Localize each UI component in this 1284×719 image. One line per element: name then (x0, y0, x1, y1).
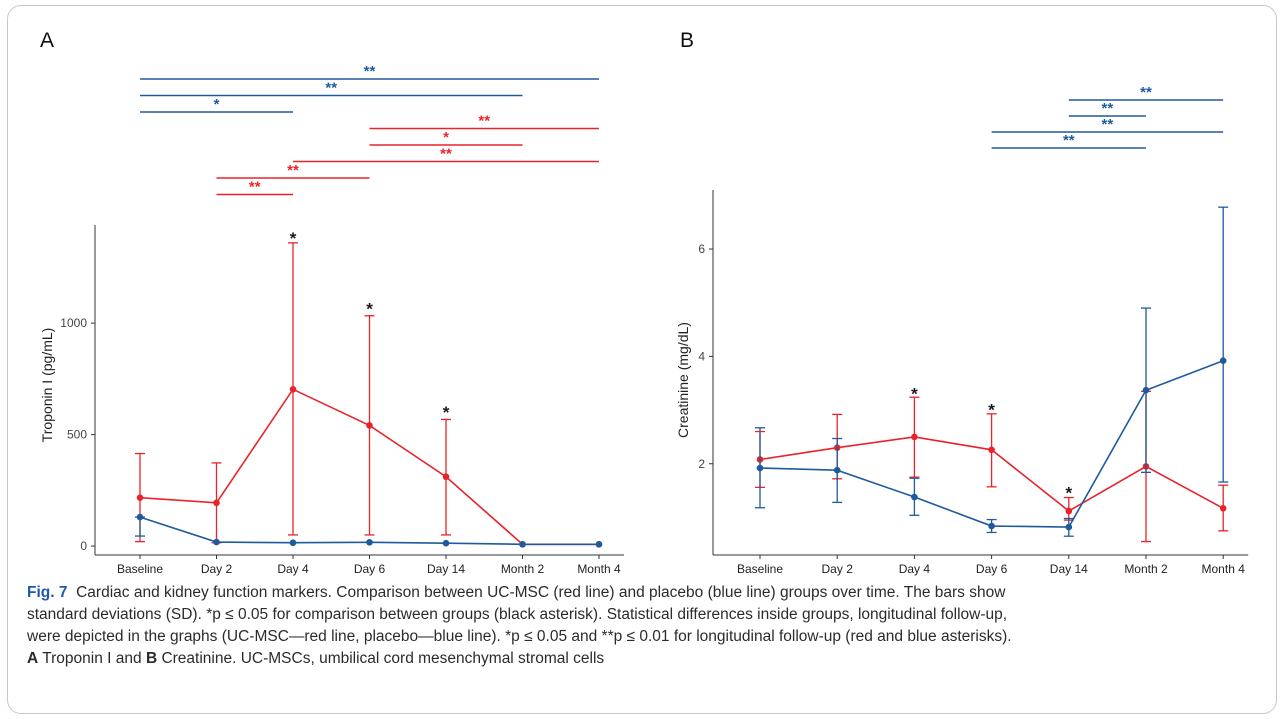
ucmsc-significance-bracket-label: ** (287, 162, 299, 179)
ucmsc-data-point (213, 499, 220, 507)
caption-line-1: Fig. 7 Cardiac and kidney function marke… (27, 582, 1267, 604)
placebo-significance-bracket-label: * (214, 96, 220, 113)
y-tick-label: 500 (67, 428, 87, 442)
caption-line-2: standard deviations (SD). *p ≤ 0.05 for … (27, 606, 1008, 623)
x-tick-label: Day 6 (354, 562, 386, 576)
placebo-data-point (756, 464, 764, 472)
placebo-data-point (442, 539, 450, 547)
ucmsc-data-point (1219, 505, 1227, 512)
panel-b: B 2 4 6 Creatinine (mg/dL) Baseline Day 2 Day 4… (675, 29, 1249, 576)
x-tick-label: Baseline (737, 562, 783, 576)
caption-text-4a: Troponin I and (42, 650, 142, 667)
ucmsc-data-point (442, 473, 450, 481)
ucmsc-data-point (289, 386, 297, 393)
x-tick-label: Month 4 (577, 562, 621, 576)
placebo-significance-bracket-label: ** (1102, 116, 1114, 133)
y-tick-label: 2 (698, 457, 705, 471)
placebo-significance-bracket-label: ** (364, 63, 376, 80)
caption-line-3: were depicted in the graphs (UC-MSC—red … (27, 628, 1012, 645)
x-tick-label: Month 2 (1124, 562, 1168, 576)
ucmsc-significance-bracket-label: ** (249, 179, 261, 196)
ucmsc-data-point (911, 433, 918, 441)
between-group-asterisk: * (911, 384, 918, 403)
ucmsc-data-point (988, 446, 995, 454)
x-tick-label: Day 2 (201, 562, 233, 576)
figure-frame (7, 5, 1277, 714)
placebo-significance-bracket-label: ** (1063, 132, 1075, 149)
placebo-data-point (911, 493, 918, 501)
placebo-data-point (833, 466, 841, 474)
caption-text-1: Cardiac and kidney function markers. Com… (76, 584, 1006, 601)
placebo-significance-bracket-label: ** (1102, 100, 1114, 117)
ucmsc-significance-bracket-label: ** (440, 146, 452, 163)
placebo-significance-bracket-label: ** (1140, 84, 1152, 101)
ucmsc-data-point (366, 422, 373, 429)
placebo-significance-bracket-label: ** (325, 80, 337, 97)
figure-caption: Fig. 7 Cardiac and kidney function marke… (27, 582, 1267, 670)
between-group-asterisk: * (1065, 484, 1072, 503)
caption-text-4b: Creatinine. UC-MSCs, umbilical cord mese… (161, 650, 605, 667)
placebo-data-point (366, 538, 373, 546)
x-tick-label: Month 2 (501, 562, 545, 576)
panel-a: A 0 500 1000 Troponin I (pg/mL) Baseline Day 2… (39, 29, 624, 576)
ucmsc-significance-bracket-label: * (443, 129, 449, 146)
x-tick-label: Day 4 (899, 562, 931, 576)
y-tick-label: 6 (698, 242, 705, 256)
y-tick-label: 4 (698, 349, 705, 363)
ucmsc-data-point (136, 494, 144, 501)
between-group-asterisk: * (366, 299, 373, 318)
placebo-data-point (136, 513, 144, 521)
x-tick-label: Day 2 (822, 562, 854, 576)
y-axis-label: Creatinine (mg/dL) (675, 322, 691, 438)
placebo-data-point (289, 539, 297, 547)
figure-number: Fig. 7 (27, 584, 68, 601)
placebo-data-point (595, 540, 603, 548)
placebo-data-point (988, 522, 995, 530)
placebo-data-point (519, 540, 526, 548)
ucmsc-significance-bracket-label: ** (478, 113, 490, 130)
caption-line-4: A Troponin I and B Creatinine. UC-MSCs, … (27, 648, 1267, 670)
x-tick-label: Month 4 (1202, 562, 1246, 576)
placebo-data-point (1219, 357, 1227, 364)
x-tick-label: Day 14 (427, 562, 465, 576)
placebo-data-point (1065, 523, 1073, 531)
placebo-data-point (1142, 386, 1150, 394)
y-tick-label: 1000 (60, 316, 87, 330)
between-group-asterisk: * (290, 229, 297, 248)
panel-label: B (680, 29, 694, 52)
placebo-data-point (213, 538, 220, 546)
between-group-asterisk: * (988, 400, 995, 419)
panel-label: A (40, 29, 54, 52)
x-tick-label: Day 14 (1050, 562, 1088, 576)
figure-chart: A 0 500 1000 Troponin I (pg/mL) Baseline Day 2… (39, 29, 1249, 576)
x-tick-label: Baseline (117, 562, 163, 576)
caption-bold-a: A (27, 650, 39, 667)
x-tick-label: Day 4 (277, 562, 309, 576)
y-tick-label: 0 (80, 539, 87, 553)
ucmsc-data-point (1065, 507, 1073, 515)
x-tick-label: Day 6 (976, 562, 1008, 576)
y-axis-label: Troponin I (pg/mL) (39, 328, 55, 443)
caption-bold-b: B (145, 650, 158, 667)
between-group-asterisk: * (443, 403, 450, 422)
